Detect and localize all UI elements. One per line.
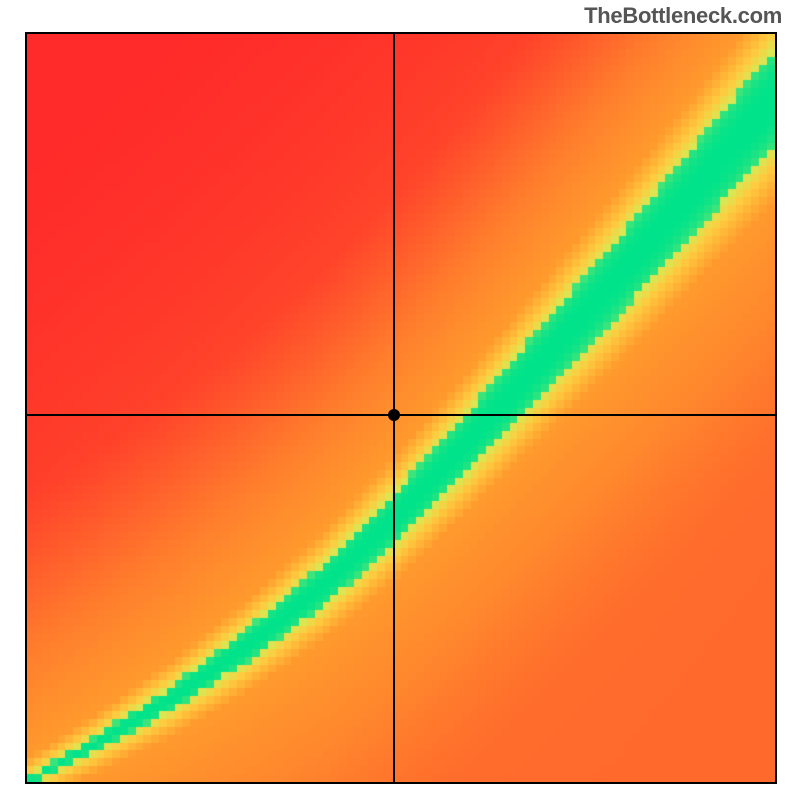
bottleneck-heatmap (27, 34, 775, 782)
watermark-text: TheBottleneck.com (584, 3, 782, 29)
chart-container: { "watermark": { "text": "TheBottleneck.… (0, 0, 800, 800)
